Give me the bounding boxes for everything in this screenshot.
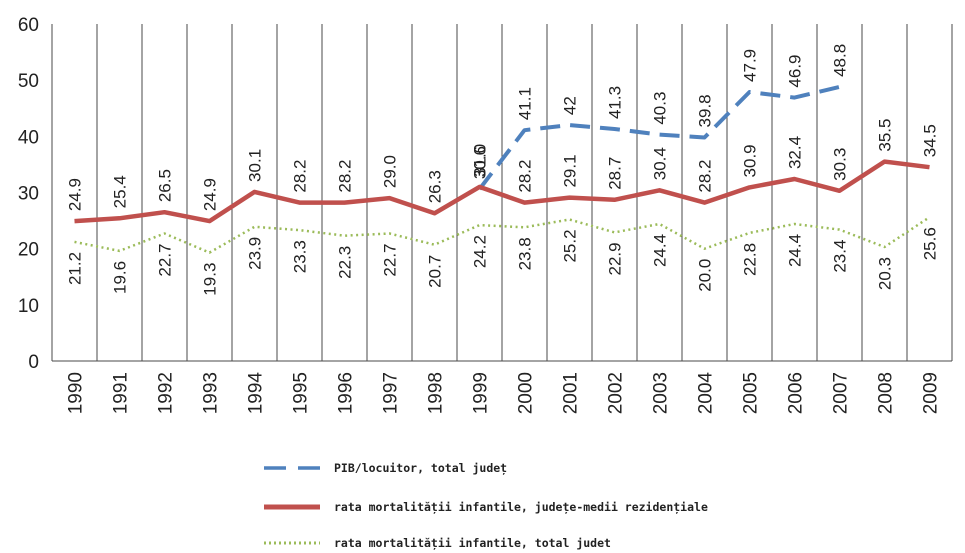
data-label: 24.2	[471, 235, 490, 268]
x-tick-label: 2003	[651, 372, 672, 414]
data-label: 25.4	[111, 175, 130, 208]
x-tick-label: 1994	[246, 372, 267, 415]
data-label: 41.3	[606, 86, 625, 119]
y-tick-label: 0	[28, 352, 39, 373]
data-label: 24.9	[66, 178, 85, 211]
data-label: 25.6	[921, 227, 940, 260]
legend-swatch-solid-red	[264, 504, 320, 510]
data-label: 32.4	[786, 136, 805, 169]
y-tick-label: 50	[18, 71, 39, 92]
x-tick-label: 1995	[291, 372, 312, 414]
x-tick-label: 2008	[876, 372, 897, 414]
data-label: 31.0	[471, 144, 490, 177]
legend-item-mortality-total: rata mortalității infantile, total judet	[262, 533, 611, 553]
data-label: 20.7	[426, 255, 445, 288]
data-label: 22.7	[156, 244, 175, 277]
legend-swatch-dashed-blue	[264, 466, 320, 470]
x-tick-label: 1991	[111, 372, 132, 414]
data-label: 26.3	[426, 170, 445, 203]
y-tick-label: 40	[18, 127, 39, 148]
data-label: 28.2	[291, 160, 310, 193]
data-label: 29.1	[561, 154, 580, 187]
data-label: 28.7	[606, 157, 625, 190]
x-tick-label: 2009	[921, 372, 942, 414]
data-label: 26.5	[156, 169, 175, 202]
series-line-0	[477, 84, 840, 191]
legend-item-pib: PIB/locuitor, total județ	[262, 458, 507, 478]
data-label: 22.3	[336, 246, 355, 279]
x-tick-label: 2004	[696, 372, 717, 415]
legend-label-mortality-total: rata mortalității infantile, total judet	[334, 536, 611, 550]
x-tick-label: 2007	[831, 372, 852, 414]
legend: PIB/locuitor, total județ rata mortalită…	[262, 452, 952, 550]
data-label: 28.2	[336, 160, 355, 193]
data-label: 24.4	[651, 234, 670, 267]
y-tick-label: 10	[18, 296, 39, 317]
x-tick-label: 2001	[561, 372, 582, 414]
data-label: 30.6	[471, 146, 490, 179]
data-label: 24.9	[201, 178, 220, 211]
data-label: 28.2	[696, 160, 715, 193]
data-label: 47.9	[741, 49, 760, 82]
x-tick-label: 1992	[156, 372, 177, 414]
data-label: 22.7	[381, 244, 400, 277]
data-label: 20.3	[876, 257, 895, 290]
legend-swatch-dotted-green	[264, 541, 320, 545]
data-label: 39.8	[696, 94, 715, 127]
data-label: 40.3	[651, 92, 670, 125]
legend-label-mortality-residential: rata mortalității infantile, județe-medi…	[334, 500, 708, 514]
x-tick-label: 1990	[66, 372, 87, 414]
data-label: 28.2	[516, 160, 535, 193]
data-label: 46.9	[786, 54, 805, 87]
data-label: 24.4	[786, 234, 805, 267]
data-label: 48.8	[831, 44, 850, 77]
data-label: 30.3	[831, 148, 850, 181]
data-label: 23.9	[246, 237, 265, 270]
legend-item-mortality-residential: rata mortalității infantile, județe-medi…	[262, 497, 708, 517]
x-tick-label: 2000	[516, 372, 537, 414]
data-label: 23.3	[291, 240, 310, 273]
data-label: 19.6	[111, 261, 130, 294]
legend-label-pib: PIB/locuitor, total județ	[334, 461, 508, 475]
series-line-1	[74, 159, 930, 224]
data-label: 23.4	[831, 240, 850, 273]
x-tick-label: 1996	[336, 372, 357, 414]
data-label: 41.1	[516, 87, 535, 120]
vertical-gridlines	[51, 24, 953, 361]
data-label: 42	[561, 96, 580, 115]
data-label: 22.9	[606, 242, 625, 275]
y-tick-label: 30	[18, 184, 39, 205]
x-axis-ticks: 1990 1991 1992 1993 1994 1995 1996 1997 1998 1999…	[66, 372, 942, 415]
y-tick-label: 60	[18, 15, 39, 36]
data-label: 20.0	[696, 259, 715, 292]
data-label: 30.9	[741, 144, 760, 177]
data-label: 29.0	[381, 155, 400, 188]
data-label: 21.2	[66, 252, 85, 285]
data-label: 30.4	[651, 147, 670, 180]
x-tick-label: 2002	[606, 372, 627, 414]
x-tick-label: 2005	[741, 372, 762, 414]
data-labels: 30.6 41.1 42 41.3 40.3 39.8 47.9 46.9 48.8 24.9 25…	[66, 44, 940, 296]
series-lines	[74, 84, 931, 254]
x-tick-label: 2006	[786, 372, 807, 414]
data-label: 35.5	[876, 119, 895, 152]
data-label: 19.3	[201, 263, 220, 296]
data-label: 34.5	[921, 124, 940, 157]
data-label: 25.2	[561, 229, 580, 262]
data-label: 30.1	[246, 149, 265, 182]
x-tick-label: 1997	[381, 372, 402, 414]
x-tick-label: 1998	[426, 372, 447, 414]
data-label: 22.8	[741, 243, 760, 276]
x-tick-label: 1993	[201, 372, 222, 414]
x-tick-label: 1999	[471, 372, 492, 414]
y-axis-ticks: 0 10 20 30 40 50 60	[18, 15, 39, 373]
y-tick-label: 20	[18, 240, 39, 261]
data-label: 23.8	[516, 237, 535, 270]
